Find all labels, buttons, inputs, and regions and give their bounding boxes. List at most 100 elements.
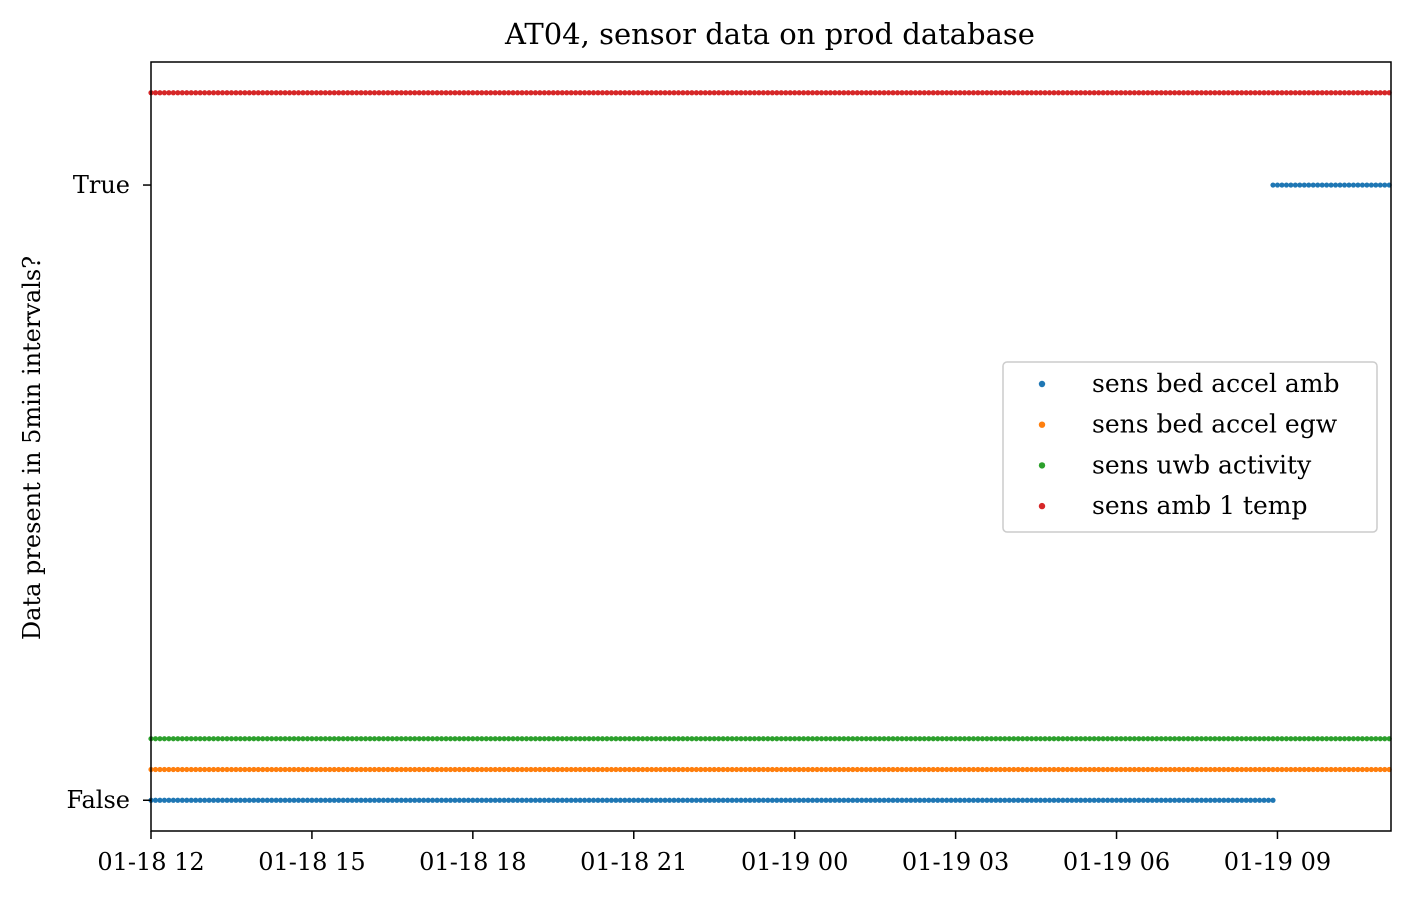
data-point [1194,90,1200,96]
data-point [309,736,315,742]
data-point [286,736,293,742]
data-point [1364,90,1370,96]
data-point [170,797,176,803]
data-point [751,90,758,96]
data-point [1243,736,1249,742]
data-point [590,90,597,96]
data-point [1167,797,1173,803]
data-point [751,766,758,773]
data-point [675,736,682,742]
data-point [1364,766,1370,773]
data-point [1163,797,1169,803]
data-point [219,90,226,96]
data-point [693,90,699,96]
data-point [1198,90,1205,96]
data-point [1011,736,1017,742]
data-point [260,90,266,96]
data-point [877,736,883,742]
data-point [961,736,968,742]
data-point [322,90,328,96]
data-point [577,90,583,96]
data-point [376,766,382,773]
data-point [541,797,547,803]
data-point [322,766,328,773]
data-point [1078,90,1084,96]
data-point [376,797,382,803]
data-point [398,736,404,742]
data-point [309,90,315,96]
data-point [917,797,923,803]
data-point [908,766,914,773]
data-point [1033,736,1039,742]
data-point [1337,766,1343,773]
data-point [644,797,650,803]
data-point [1310,766,1316,773]
data-point [796,90,802,96]
data-point [809,90,816,96]
data-point [233,766,239,773]
data-point [555,766,561,773]
data-point [707,766,713,773]
data-point [1024,797,1030,803]
data-point [1037,736,1044,742]
data-point [613,736,619,742]
data-point [559,736,565,742]
data-point [733,90,740,96]
data-point [559,90,565,96]
data-point [492,797,498,803]
data-point [443,797,449,803]
data-point [295,766,302,773]
data-point [157,797,163,803]
data-point [742,766,749,773]
data-point [622,766,628,773]
data-point [809,766,816,773]
data-point [631,766,637,773]
data-point [908,90,914,96]
data-point [957,766,963,773]
data-point [1096,766,1102,773]
data-point [845,797,851,803]
legend-marker [1038,380,1046,388]
data-point [689,736,695,742]
data-point [827,766,834,773]
data-point [935,736,941,742]
data-point [474,766,480,773]
data-point [237,766,243,773]
data-point [617,736,623,742]
data-point [193,797,199,803]
legend-marker [1038,502,1046,510]
data-point [993,736,999,742]
data-point [1225,736,1231,742]
data-point [430,766,436,773]
data-point [671,736,677,742]
data-point [1306,182,1312,188]
data-point [1006,797,1012,803]
data-point [371,766,378,773]
data-point [1011,90,1017,96]
data-point [242,797,248,803]
data-point [1176,766,1182,773]
data-point [1364,182,1370,188]
data-point [666,736,673,742]
data-point [555,736,561,742]
data-point [778,766,784,773]
data-point [1064,766,1070,773]
data-point [412,766,418,773]
data-point [497,90,503,96]
data-point [255,736,261,742]
data-point [926,736,932,742]
data-point [434,766,440,773]
data-point [756,766,762,773]
data-point [1002,797,1008,803]
data-point [1301,736,1307,742]
data-point [872,736,878,742]
data-point [483,797,489,803]
data-point [1096,90,1102,96]
data-point [984,766,990,773]
data-point [1207,766,1214,773]
data-point [894,797,901,803]
data-point [1172,797,1178,803]
data-point [1113,766,1120,773]
data-point [394,766,400,773]
data-point [921,736,927,742]
